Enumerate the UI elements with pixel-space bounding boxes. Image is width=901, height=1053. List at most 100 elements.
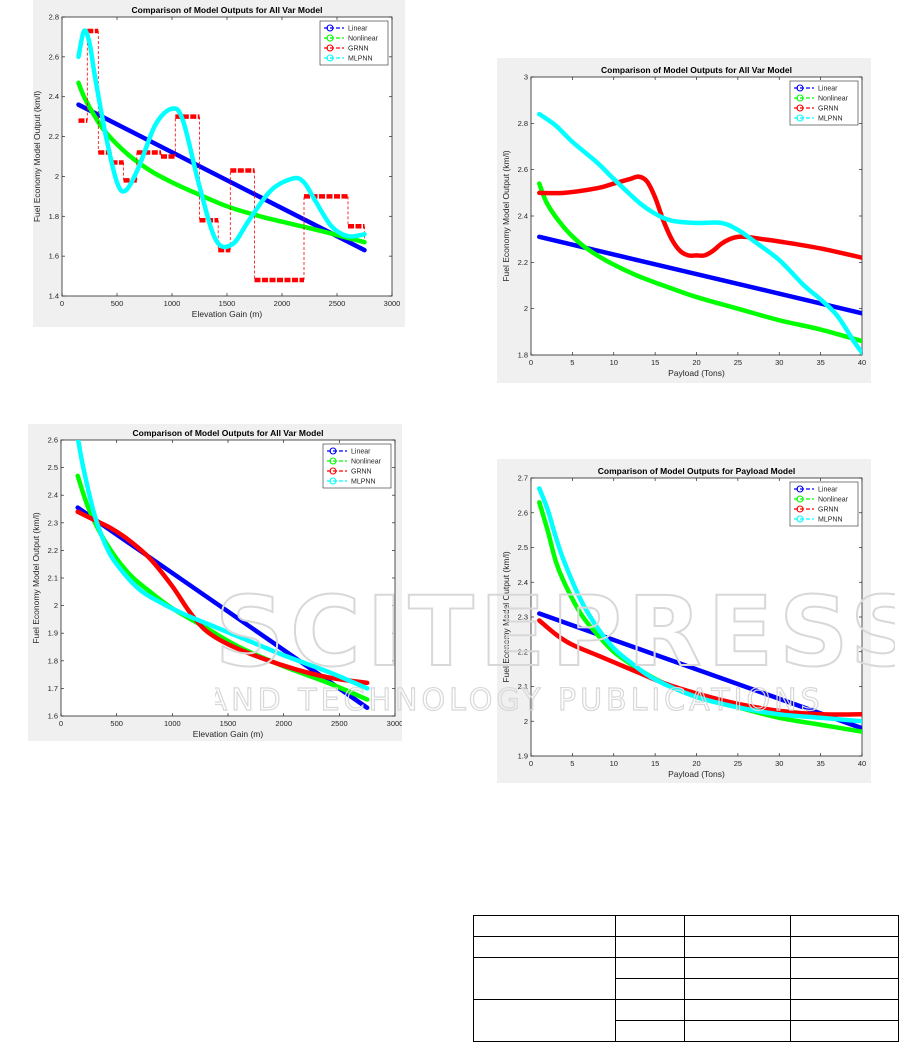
y-tick-label: 2.5	[48, 463, 58, 472]
legend-marker-nonlinear	[329, 457, 337, 465]
x-tick-label: 5	[570, 358, 574, 367]
x-tick-label: 500	[110, 719, 123, 728]
series-nonlinear-line	[76, 80, 367, 245]
legend-label-mlpnn: MLPNN	[818, 517, 843, 524]
y-tick-label: 2.2	[48, 546, 58, 555]
x-tick-label: 3000	[387, 719, 402, 728]
table-row	[473, 936, 899, 958]
x-tick-label: 0	[529, 358, 533, 367]
chart-panel-payload-model: 0 5 10 15 20 25 30 35 40 1.9 2 2.1 2.2 2.3 2.4 2.5 2.6 2.…	[497, 459, 871, 783]
series-mlpnn-line	[75, 440, 370, 691]
chart-svg-1: 0 500 1000 1500 2000 2500 3000 1.4 1.6 1.8 2 2.2 2.4…	[33, 5, 401, 319]
legend-marker-linear	[326, 24, 334, 32]
y-tick-label: 2.3	[518, 613, 528, 622]
x-tick-label: 15	[651, 759, 659, 768]
legend-label-linear: Linear	[351, 449, 371, 456]
legend-marker-mlpnn	[796, 515, 804, 523]
x-tick-label: 25	[734, 759, 742, 768]
x-tick-label: 0	[529, 759, 533, 768]
y-tick-label: 1.9	[518, 752, 528, 761]
legend-label-grnn: GRNN	[818, 507, 839, 514]
series-linear-line	[537, 234, 862, 316]
legend-marker-nonlinear	[326, 34, 334, 42]
chart-panel-payload-allvar: 0 5 10 15 20 25 30 35 40 1.8 2 2.2 2.4 2.6 2.8 3 Compari…	[497, 58, 871, 383]
y-tick-label: 1.6	[49, 252, 59, 261]
x-tick-label: 40	[858, 759, 866, 768]
series-mlpnn-line	[537, 486, 862, 724]
legend-marker-linear	[796, 84, 804, 92]
y-tick-label: 2	[524, 717, 528, 726]
legend-label-grnn: GRNN	[348, 46, 369, 53]
y-tick-label: 1.8	[518, 351, 528, 360]
x-tick-label: 2500	[329, 299, 346, 308]
x-axis-label: Payload (Tons)	[668, 769, 725, 779]
legend-marker-grnn	[796, 104, 804, 112]
x-tick-label: 20	[692, 759, 700, 768]
y-tick-label: 2.6	[518, 165, 528, 174]
chart-svg-4: 0 5 10 15 20 25 30 35 40 1.9 2 2.1 2.2 2.3 2.4 2.5 2.6 2.…	[501, 466, 866, 779]
x-tick-label: 30	[775, 358, 783, 367]
x-tick-label: 2000	[274, 299, 291, 308]
y-tick-label: 2	[54, 601, 58, 610]
y-tick-label: 2.4	[49, 92, 59, 101]
x-axis-label: Elevation Gain (m)	[192, 309, 263, 319]
chart-svg-2: 0 500 1000 1500 2000 2500 3000 1.6 1.7 1.8 1.9 2 2.1…	[31, 428, 402, 739]
y-tick-label: 1.6	[48, 712, 58, 721]
x-tick-label: 3000	[384, 299, 401, 308]
legend-label-grnn: GRNN	[818, 106, 839, 113]
x-tick-label: 5	[570, 759, 574, 768]
legend-label-nonlinear: Nonlinear	[818, 96, 849, 103]
series-group	[75, 440, 370, 710]
legend-label-grnn: GRNN	[351, 469, 372, 476]
series-group	[76, 28, 367, 283]
legend-marker-nonlinear	[796, 94, 804, 102]
table-row	[474, 1020, 899, 1042]
legend-marker-linear	[329, 447, 337, 455]
x-tick-label: 30	[775, 759, 783, 768]
y-tick-label: 1.8	[48, 656, 58, 665]
table-row	[474, 978, 899, 1000]
table-row	[473, 915, 899, 937]
y-tick-label: 2.6	[48, 436, 58, 445]
y-tick-label: 2.5	[518, 543, 528, 552]
series-linear-line	[76, 102, 367, 253]
chart-title: Comparison of Model Outputs for Payload …	[598, 466, 795, 476]
y-tick-label: 2.6	[49, 52, 59, 61]
x-tick-label: 10	[610, 759, 618, 768]
y-axis-label: Fuel Economy Model Output (km/l)	[501, 551, 511, 682]
chart-panel-elevation-allvar-2: 0 500 1000 1500 2000 2500 3000 1.6 1.7 1.8 1.9 2 2.1…	[28, 424, 402, 741]
y-tick-label: 2	[55, 172, 59, 181]
table-row	[473, 957, 899, 1000]
legend-marker-grnn	[329, 467, 337, 475]
x-tick-label: 2500	[331, 719, 348, 728]
y-tick-label: 3	[524, 73, 528, 82]
y-tick-label: 1.7	[48, 684, 58, 693]
x-tick-label: 500	[111, 299, 124, 308]
series-mlpnn-line	[537, 111, 862, 355]
legend-label-nonlinear: Nonlinear	[818, 497, 849, 504]
legend-marker-linear	[796, 485, 804, 493]
table-row	[473, 999, 899, 1042]
y-tick-label: 2.4	[518, 578, 528, 587]
y-tick-label: 2.4	[518, 212, 528, 221]
chart-title: Comparison of Model Outputs for All Var …	[133, 428, 324, 438]
x-tick-label: 15	[651, 358, 659, 367]
series-group	[537, 486, 862, 734]
legend-marker-nonlinear	[796, 495, 804, 503]
x-tick-label: 40	[858, 358, 866, 367]
legend-label-mlpnn: MLPNN	[351, 479, 376, 486]
y-tick-label: 2	[524, 304, 528, 313]
y-tick-label: 2.3	[48, 518, 58, 527]
legend-marker-mlpnn	[329, 477, 337, 485]
series-nonlinear-line	[537, 181, 862, 344]
series-mlpnn-line	[76, 28, 367, 250]
y-tick-label: 2.1	[48, 574, 58, 583]
x-axis-label: Elevation Gain (m)	[193, 729, 264, 739]
chart-svg-3: 0 5 10 15 20 25 30 35 40 1.8 2 2.2 2.4 2.6 2.8 3 Compari…	[501, 65, 866, 378]
x-axis-label: Payload (Tons)	[668, 368, 725, 378]
x-tick-label: 25	[734, 358, 742, 367]
chart-title: Comparison of Model Outputs for All Var …	[601, 65, 792, 75]
x-tick-label: 1500	[219, 299, 236, 308]
y-tick-label: 2.8	[49, 13, 59, 22]
y-tick-label: 2.8	[518, 119, 528, 128]
